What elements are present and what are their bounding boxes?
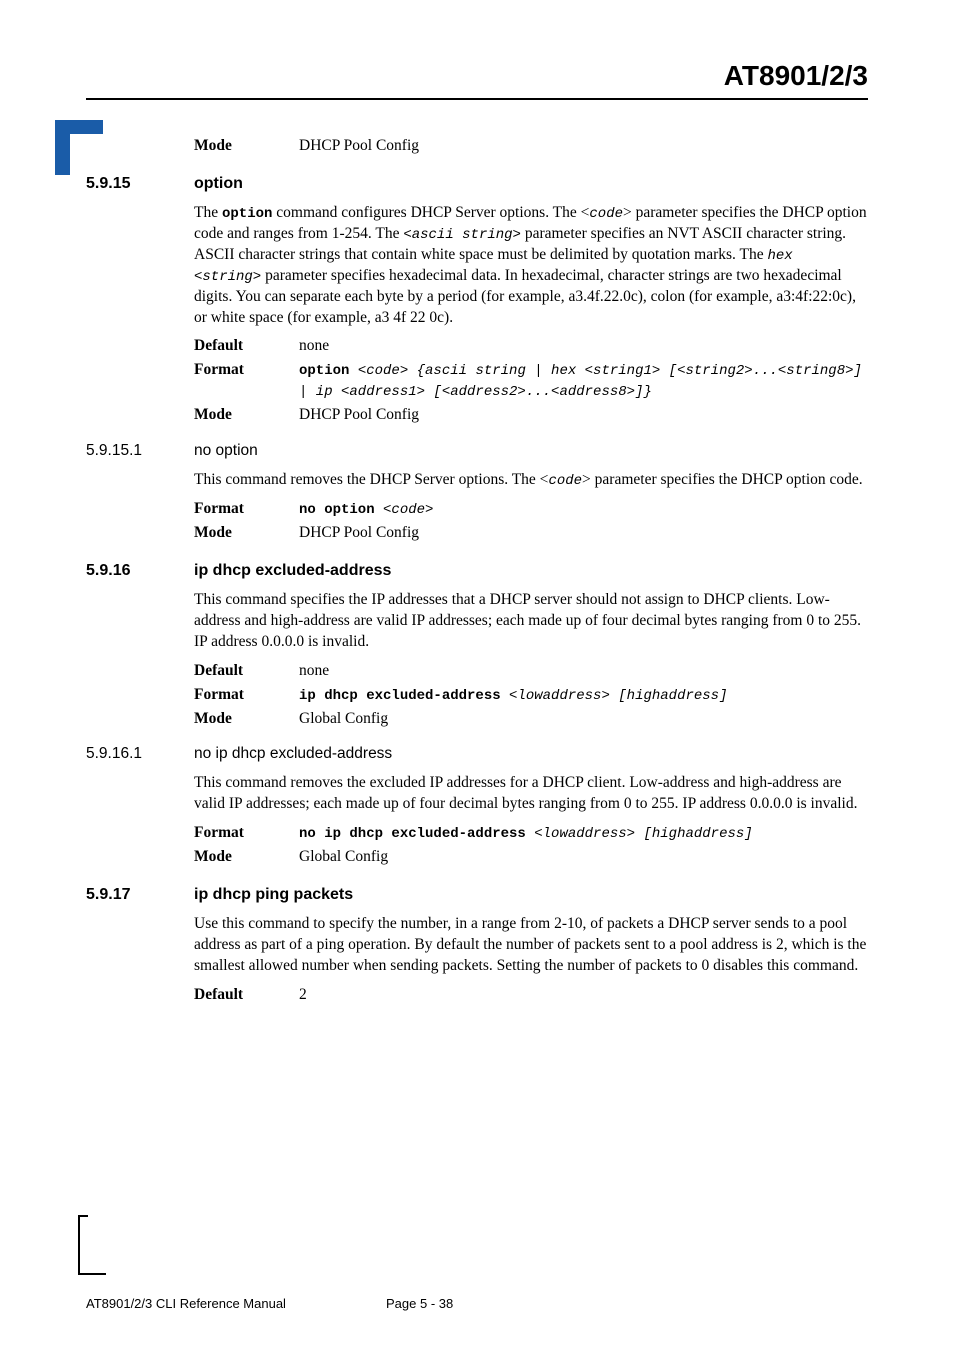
default-value: none	[299, 336, 868, 357]
page-footer: AT8901/2/3 CLI Reference Manual Page 5 -…	[86, 1296, 868, 1311]
mode-label: Mode	[194, 136, 299, 157]
corner-bracket-icon	[78, 1215, 106, 1275]
default-value: 2	[299, 985, 868, 1006]
mode-label: Mode	[194, 709, 299, 730]
mode-value: DHCP Pool Config	[299, 405, 868, 426]
section-title: ip dhcp excluded-address	[194, 562, 391, 580]
footer-page-number: Page 5 - 38	[386, 1296, 453, 1311]
mode-label: Mode	[194, 847, 299, 868]
default-value: none	[299, 661, 868, 682]
section-paragraph: This command specifies the IP addresses …	[194, 590, 868, 653]
brand-logo	[55, 120, 120, 175]
section-number: 5.9.16	[86, 562, 194, 580]
mode-label: Mode	[194, 523, 299, 544]
footer-left: AT8901/2/3 CLI Reference Manual	[86, 1296, 386, 1311]
mode-value: DHCP Pool Config	[299, 136, 868, 157]
subsection-title: no option	[194, 442, 258, 460]
format-value: no ip dhcp excluded-address <lowaddress>…	[299, 823, 868, 844]
section-title: ip dhcp ping packets	[194, 886, 353, 904]
subsection-number: 5.9.15.1	[86, 442, 194, 460]
mode-label: Mode	[194, 405, 299, 426]
subsection-number: 5.9.16.1	[86, 745, 194, 763]
default-label: Default	[194, 661, 299, 682]
format-value: option <code> {ascii string | hex <strin…	[299, 360, 868, 402]
format-label: Format	[194, 360, 299, 402]
format-label: Format	[194, 823, 299, 844]
subsection-paragraph: This command removes the excluded IP add…	[194, 773, 868, 815]
section-title: option	[194, 175, 243, 193]
format-label: Format	[194, 499, 299, 520]
section-paragraph: The option command configures DHCP Serve…	[194, 203, 868, 329]
mode-value: DHCP Pool Config	[299, 523, 868, 544]
format-value: ip dhcp excluded-address <lowaddress> [h…	[299, 685, 868, 706]
section-number: 5.9.17	[86, 886, 194, 904]
default-label: Default	[194, 336, 299, 357]
header-rule	[86, 98, 868, 100]
format-value: no option <code>	[299, 499, 868, 520]
section-number: 5.9.15	[86, 175, 194, 193]
mode-value: Global Config	[299, 709, 868, 730]
subsection-paragraph: This command removes the DHCP Server opt…	[194, 470, 868, 491]
section-paragraph: Use this command to specify the number, …	[194, 914, 868, 977]
mode-value: Global Config	[299, 847, 868, 868]
page-header-title: AT8901/2/3	[86, 60, 868, 92]
default-label: Default	[194, 985, 299, 1006]
format-label: Format	[194, 685, 299, 706]
subsection-title: no ip dhcp excluded-address	[194, 745, 392, 763]
